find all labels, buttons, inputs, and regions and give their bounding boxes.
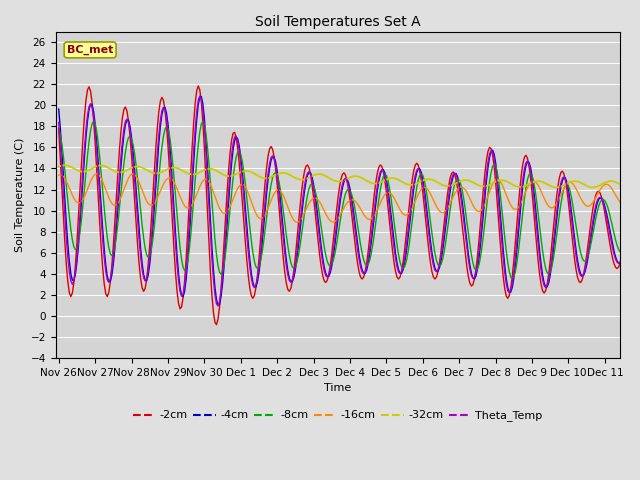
-4cm bbox=[93, 138, 100, 144]
-8cm bbox=[634, 198, 640, 204]
Theta_Temp bbox=[559, 175, 566, 181]
-8cm bbox=[55, 125, 63, 131]
Theta_Temp bbox=[636, 202, 640, 207]
Line: -32cm: -32cm bbox=[59, 165, 640, 187]
-2cm bbox=[93, 165, 100, 171]
-2cm bbox=[634, 197, 640, 203]
-32cm bbox=[636, 180, 640, 186]
-8cm bbox=[559, 192, 566, 198]
-32cm bbox=[634, 181, 640, 187]
X-axis label: Time: Time bbox=[324, 383, 351, 393]
-32cm bbox=[559, 183, 566, 189]
-2cm bbox=[212, 322, 220, 327]
Theta_Temp bbox=[356, 264, 364, 270]
-16cm bbox=[636, 183, 640, 189]
-32cm bbox=[355, 174, 363, 180]
Theta_Temp bbox=[214, 303, 222, 309]
-8cm bbox=[75, 240, 83, 245]
-4cm bbox=[634, 197, 640, 203]
Theta_Temp bbox=[55, 120, 63, 125]
-2cm bbox=[55, 126, 63, 132]
-8cm bbox=[508, 276, 516, 282]
-16cm bbox=[93, 171, 100, 177]
Theta_Temp bbox=[196, 93, 204, 99]
-4cm bbox=[636, 200, 640, 205]
Legend: -2cm, -4cm, -8cm, -16cm, -32cm, Theta_Temp: -2cm, -4cm, -8cm, -16cm, -32cm, Theta_Te… bbox=[129, 406, 547, 426]
-4cm bbox=[472, 273, 480, 279]
-8cm bbox=[90, 119, 97, 124]
-4cm bbox=[559, 178, 566, 183]
Theta_Temp bbox=[93, 147, 100, 153]
-16cm bbox=[559, 189, 566, 194]
-32cm bbox=[552, 184, 560, 190]
-8cm bbox=[94, 139, 102, 145]
-16cm bbox=[55, 172, 63, 178]
Line: -2cm: -2cm bbox=[59, 86, 640, 324]
Theta_Temp bbox=[75, 236, 83, 241]
-8cm bbox=[636, 197, 640, 203]
-2cm bbox=[559, 168, 566, 174]
-2cm bbox=[636, 203, 640, 208]
Line: -8cm: -8cm bbox=[59, 121, 640, 279]
Line: Theta_Temp: Theta_Temp bbox=[59, 96, 640, 306]
-16cm bbox=[472, 207, 480, 213]
-4cm bbox=[356, 261, 364, 266]
-4cm bbox=[75, 243, 83, 249]
Theta_Temp bbox=[472, 270, 480, 276]
Theta_Temp bbox=[634, 198, 640, 204]
Title: Soil Temperatures Set A: Soil Temperatures Set A bbox=[255, 15, 420, 29]
-4cm bbox=[55, 106, 63, 112]
-16cm bbox=[94, 171, 102, 177]
-32cm bbox=[76, 168, 84, 174]
-16cm bbox=[75, 200, 83, 206]
-32cm bbox=[61, 162, 68, 168]
Y-axis label: Soil Temperature (C): Soil Temperature (C) bbox=[15, 138, 25, 252]
-32cm bbox=[470, 180, 478, 186]
-4cm bbox=[214, 302, 222, 308]
Line: -16cm: -16cm bbox=[59, 174, 640, 222]
Text: BC_met: BC_met bbox=[67, 45, 113, 55]
-8cm bbox=[355, 232, 363, 238]
-2cm bbox=[472, 267, 480, 273]
-16cm bbox=[356, 206, 364, 212]
-2cm bbox=[75, 215, 83, 221]
-8cm bbox=[470, 265, 478, 271]
-16cm bbox=[634, 184, 640, 190]
-16cm bbox=[293, 219, 301, 225]
-2cm bbox=[356, 274, 364, 280]
-32cm bbox=[94, 163, 102, 168]
Line: -4cm: -4cm bbox=[59, 96, 640, 305]
-4cm bbox=[198, 94, 205, 99]
-2cm bbox=[195, 83, 202, 89]
-32cm bbox=[55, 164, 63, 170]
